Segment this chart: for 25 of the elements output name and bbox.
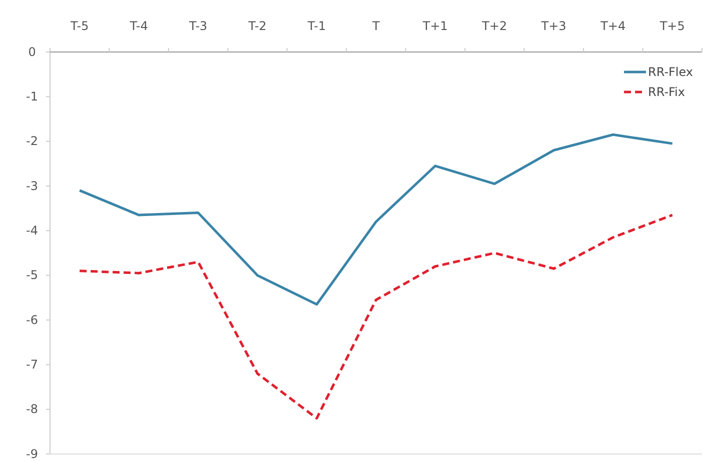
y-tick-label: -6 [26, 312, 38, 327]
x-tick-label: T+3 [540, 19, 566, 33]
line-series [78, 133, 674, 306]
x-tick-label: T+4 [600, 19, 626, 33]
y-tick-label: 0 [28, 44, 36, 59]
x-tick-label: T-3 [188, 19, 208, 33]
x-tick-label: T-5 [70, 19, 89, 33]
x-tick-label: T [371, 19, 380, 33]
x-tick-label: T-4 [128, 19, 148, 33]
y-tick-label: -1 [26, 90, 38, 104]
y-tick-label: -9 [26, 446, 38, 461]
line-series [78, 214, 674, 420]
y-tick-label: -8 [26, 402, 38, 416]
y-tick-label: -5 [26, 268, 38, 282]
legend-label: RR-Fix [648, 85, 685, 99]
x-tick-label: T+5 [658, 19, 685, 33]
x-tick-label: T-1 [306, 19, 326, 33]
x-tick-label: T+1 [422, 19, 448, 33]
x-tick-label: T+2 [481, 19, 508, 33]
y-tick-label: -4 [26, 224, 38, 238]
y-tick-label: -7 [26, 358, 38, 372]
legend-label: RR-Flex [648, 65, 694, 79]
x-tick-label: T-2 [247, 19, 267, 33]
y-tick-label: -3 [26, 178, 38, 193]
y-tick-label: -2 [26, 134, 38, 148]
